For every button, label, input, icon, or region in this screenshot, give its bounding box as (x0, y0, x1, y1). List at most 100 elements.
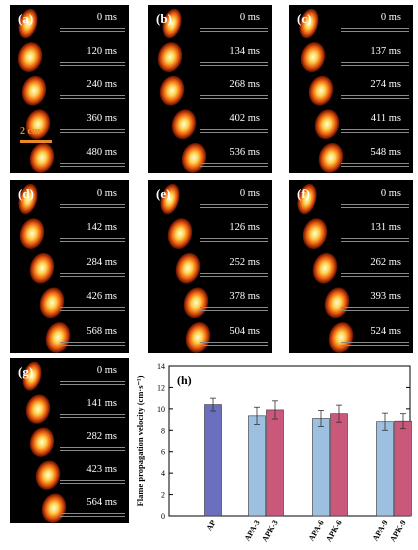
flame-blob (308, 75, 334, 106)
row-separator (341, 307, 409, 309)
row-separator (341, 31, 409, 33)
row-separator (200, 64, 268, 66)
x-tick-label: AP (205, 518, 218, 532)
y-tick-label: 8 (161, 426, 165, 435)
velocity-bar-chart: (h) 0 2 4 6 8 10 12 14 Flame propagation velocity… (135, 362, 412, 544)
row-separator (200, 31, 268, 33)
time-label: 0 ms (96, 12, 117, 24)
flame-blob (45, 322, 71, 353)
row-separator (341, 203, 409, 205)
bar (248, 415, 266, 517)
time-label: 536 ms (229, 146, 260, 158)
row-separator (59, 416, 125, 418)
flame-photo-panel: (b) 0 ms 134 ms 268 ms 402 ms 536 ms (148, 5, 272, 173)
flame-blob (318, 142, 344, 173)
flame-blob (41, 493, 67, 523)
time-label: 0 ms (380, 187, 401, 199)
panel-label: (b) (156, 11, 172, 26)
row-separator (200, 131, 268, 133)
flame-blob (314, 109, 340, 140)
row-separator (59, 31, 125, 33)
time-label: 548 ms (370, 146, 401, 158)
time-label: 480 ms (86, 146, 117, 158)
row-separator (341, 128, 409, 130)
flame-images (299, 8, 344, 173)
row-separator (341, 310, 409, 312)
flame-photo-panel: (f) 0 ms 131 ms 262 ms 393 ms 524 ms (289, 180, 413, 353)
row-separator (200, 238, 268, 240)
row-separator (59, 206, 125, 208)
row-separator (341, 64, 409, 66)
flame-blob (25, 109, 51, 140)
flame-images (157, 8, 207, 173)
flame-blob (183, 287, 209, 319)
row-separator (341, 28, 409, 30)
row-separator (200, 241, 268, 243)
row-separator (59, 28, 125, 30)
flame-blob (312, 252, 338, 284)
y-tick-label: 10 (157, 405, 165, 414)
panel-label: (g) (18, 364, 34, 379)
row-separator (59, 413, 125, 415)
flame-blob (19, 218, 45, 249)
row-separator (200, 162, 268, 164)
row-separator (341, 95, 409, 97)
time-label: 284 ms (86, 256, 117, 268)
row-separator (200, 206, 268, 208)
time-label: 524 ms (370, 325, 401, 337)
panel-label: (f) (297, 186, 310, 201)
x-tick-label: APK-9 (388, 519, 408, 544)
row-separator (59, 512, 125, 514)
flame-blob (25, 394, 51, 424)
flame-blob (175, 252, 201, 284)
time-label: 126 ms (229, 222, 260, 234)
flame-blob (324, 287, 350, 319)
row-separator (200, 344, 268, 346)
scale-bar (20, 139, 52, 143)
time-label: 378 ms (229, 291, 260, 303)
row-separator (59, 482, 125, 484)
row-separator (59, 98, 125, 100)
row-separator (341, 344, 409, 346)
row-separator (200, 310, 268, 312)
flame-images (297, 183, 354, 353)
scale-label: 2 cm (20, 125, 41, 137)
x-tick-label: APK-3 (260, 519, 280, 544)
x-tick-label: APA-3 (243, 519, 262, 543)
time-label: 564 ms (86, 496, 117, 508)
flame-blob (29, 427, 55, 457)
row-separator (59, 307, 125, 309)
bar (376, 421, 394, 517)
flame-images (18, 183, 71, 353)
flame-photo-panel: (c) 0 ms 137 ms 274 ms 411 ms 548 ms (289, 5, 413, 173)
flame-blob (167, 218, 193, 249)
row-separator (59, 165, 125, 167)
flame-blob (181, 142, 207, 173)
flame-blob (300, 42, 326, 73)
panel-label: (e) (156, 186, 171, 201)
row-separator (200, 203, 268, 205)
row-separator (59, 128, 125, 130)
time-label: 252 ms (229, 256, 260, 268)
row-separator (59, 238, 125, 240)
flame-blob (157, 42, 183, 73)
row-separator (341, 98, 409, 100)
flame-photo-panel: (e) 0 ms 126 ms 252 ms 378 ms 504 ms (148, 180, 272, 353)
flame-images (160, 183, 211, 353)
row-separator (200, 98, 268, 100)
time-label: 504 ms (229, 325, 260, 337)
y-tick-label: 14 (157, 362, 165, 371)
time-label: 240 ms (86, 79, 117, 91)
chart-panel-label: (h) (177, 373, 192, 387)
time-label: 402 ms (229, 112, 260, 124)
row-separator (59, 95, 125, 97)
row-separator (200, 28, 268, 30)
time-label: 568 ms (86, 325, 117, 337)
time-label: 393 ms (370, 291, 401, 303)
row-separator (200, 61, 268, 63)
flame-blob (171, 109, 197, 140)
row-separator (59, 162, 125, 164)
flame-blob (35, 460, 61, 490)
flame-blob (29, 142, 55, 173)
flame-images (17, 8, 55, 173)
